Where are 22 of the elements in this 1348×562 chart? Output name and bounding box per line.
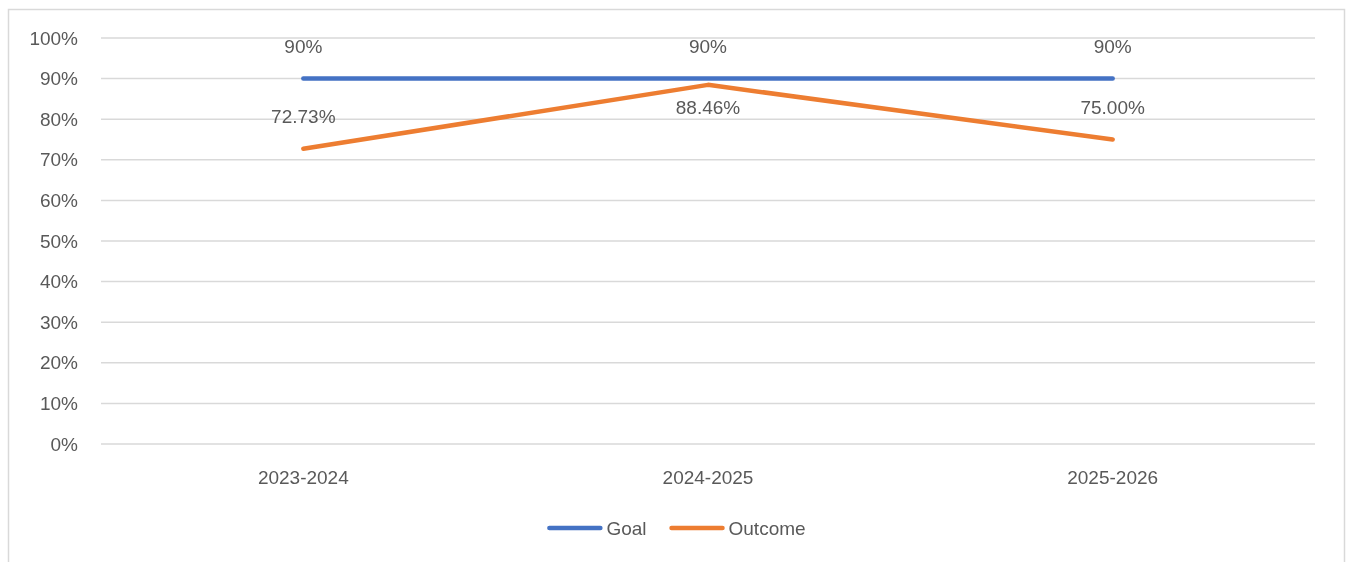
data-label: 75.00% [1080,97,1145,118]
y-tick-label: 30% [39,311,79,333]
y-tick-label: 40% [39,271,79,293]
y-tick-label: 0% [50,433,79,455]
data-label: 72.73% [271,106,336,128]
y-tick-label: 80% [39,108,79,130]
x-tick-label: 2025-2026 [1067,466,1159,488]
data-label: 90% [284,36,323,58]
y-tick-label: 50% [39,230,79,252]
data-label: 88.46% [675,97,741,119]
y-tick-label: 100% [29,27,79,49]
data-label: 90% [688,36,728,58]
y-tick-label: 70% [39,149,79,171]
y-tick-label: 20% [39,352,79,374]
legend-label: Goal [606,517,647,539]
y-tick-label: 90% [39,68,79,90]
y-tick-label: 10% [39,392,79,414]
x-tick-label: 2023-2024 [257,466,350,488]
y-tick-label: 60% [39,189,79,211]
data-label: 90% [1093,36,1132,58]
legend-label: Outcome [728,517,806,539]
x-tick-label: 2024-2025 [662,466,754,488]
